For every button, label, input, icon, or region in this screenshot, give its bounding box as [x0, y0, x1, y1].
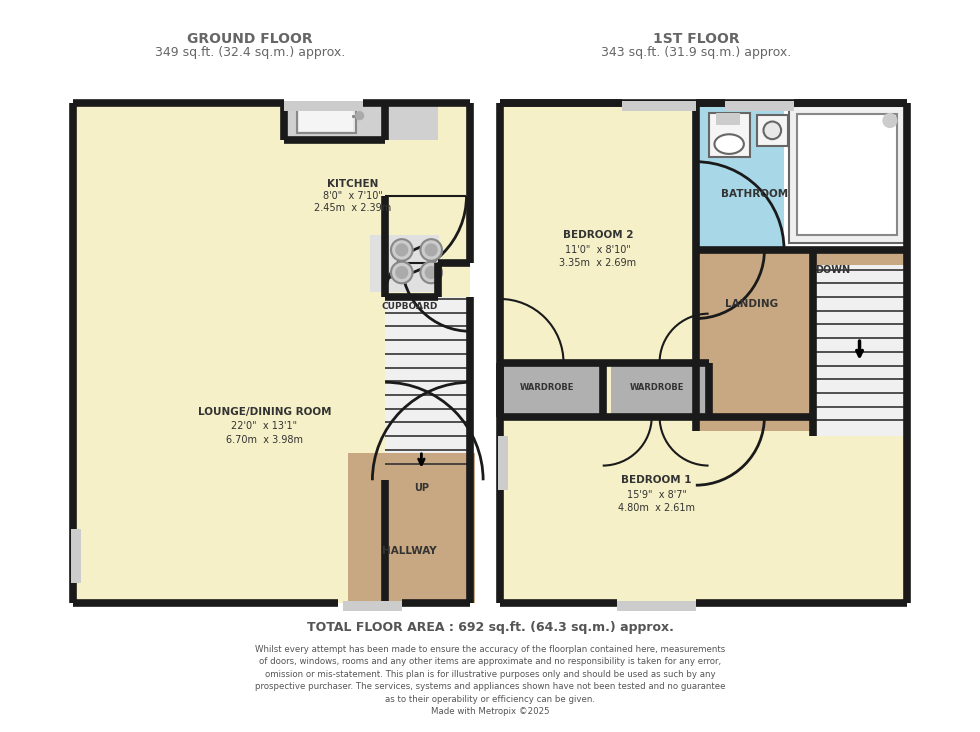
Bar: [297, 106, 356, 133]
Text: 22'0"  x 13'1": 22'0" x 13'1": [231, 422, 298, 431]
Bar: [617, 601, 696, 610]
Circle shape: [356, 112, 364, 119]
Bar: [696, 250, 906, 431]
Bar: [348, 453, 475, 602]
Text: Whilst every attempt has been made to ensure the accuracy of the floorplan conta: Whilst every attempt has been made to en…: [255, 645, 725, 717]
Text: DOWN: DOWN: [815, 264, 851, 274]
Text: WARDROBE: WARDROBE: [519, 383, 574, 392]
Ellipse shape: [763, 122, 781, 139]
Bar: [385, 294, 470, 480]
Bar: [709, 113, 750, 157]
Text: 8'0"  x 7'10": 8'0" x 7'10": [322, 191, 383, 201]
Bar: [611, 362, 709, 417]
Text: 1ST FLOOR: 1ST FLOOR: [653, 32, 739, 46]
Bar: [813, 265, 906, 436]
Bar: [370, 235, 439, 292]
Circle shape: [883, 113, 897, 127]
Text: 343 sq.ft. (31.9 sq.m.) approx.: 343 sq.ft. (31.9 sq.m.) approx.: [601, 46, 791, 59]
Bar: [284, 103, 438, 140]
Text: CUPBOARD: CUPBOARD: [381, 302, 438, 311]
Bar: [622, 101, 696, 111]
Circle shape: [420, 239, 442, 261]
Text: KITCHEN: KITCHEN: [327, 179, 378, 190]
Text: LANDING: LANDING: [725, 299, 778, 309]
Circle shape: [396, 266, 408, 278]
Bar: [797, 113, 897, 235]
Text: GROUND FLOOR: GROUND FLOOR: [187, 32, 313, 46]
Bar: [789, 106, 905, 243]
Bar: [500, 103, 906, 602]
Circle shape: [391, 239, 413, 261]
Bar: [797, 113, 897, 235]
Bar: [784, 103, 906, 250]
Bar: [500, 362, 603, 417]
Bar: [709, 113, 750, 157]
Bar: [72, 529, 81, 583]
Circle shape: [425, 266, 437, 278]
Bar: [284, 101, 363, 111]
Text: BATHROOM: BATHROOM: [721, 189, 788, 199]
Text: 4.80m  x 2.61m: 4.80m x 2.61m: [618, 503, 695, 512]
Text: 15'9"  x 8'7": 15'9" x 8'7": [626, 490, 687, 500]
Text: BEDROOM 2: BEDROOM 2: [563, 231, 633, 240]
Text: 3.35m  x 2.69m: 3.35m x 2.69m: [560, 258, 636, 268]
Text: HALLWAY: HALLWAY: [382, 546, 437, 556]
Text: WARDROBE: WARDROBE: [629, 383, 684, 392]
Bar: [757, 115, 788, 146]
Bar: [716, 113, 740, 125]
Text: UP: UP: [414, 483, 429, 493]
Text: 11'0"  x 8'10": 11'0" x 8'10": [564, 245, 631, 255]
Bar: [725, 101, 794, 111]
Bar: [498, 436, 508, 490]
Circle shape: [396, 244, 408, 255]
Text: 349 sq.ft. (32.4 sq.m.) approx.: 349 sq.ft. (32.4 sq.m.) approx.: [155, 46, 345, 59]
Text: 2.45m  x 2.39m: 2.45m x 2.39m: [315, 203, 391, 213]
Ellipse shape: [714, 134, 744, 154]
Text: BEDROOM 1: BEDROOM 1: [621, 475, 692, 485]
Text: TOTAL FLOOR AREA : 692 sq.ft. (64.3 sq.m.) approx.: TOTAL FLOOR AREA : 692 sq.ft. (64.3 sq.m…: [307, 621, 673, 634]
Text: 6.70m  x 3.98m: 6.70m x 3.98m: [226, 435, 303, 445]
Circle shape: [425, 244, 437, 255]
Bar: [299, 108, 353, 131]
Bar: [385, 263, 470, 297]
Bar: [757, 115, 788, 146]
Text: LOUNGE/DINING ROOM: LOUNGE/DINING ROOM: [198, 407, 331, 417]
Circle shape: [391, 262, 413, 283]
Bar: [74, 103, 470, 602]
Bar: [696, 103, 906, 250]
Circle shape: [420, 262, 442, 283]
Bar: [789, 106, 905, 243]
Bar: [297, 106, 356, 133]
Bar: [343, 601, 402, 610]
